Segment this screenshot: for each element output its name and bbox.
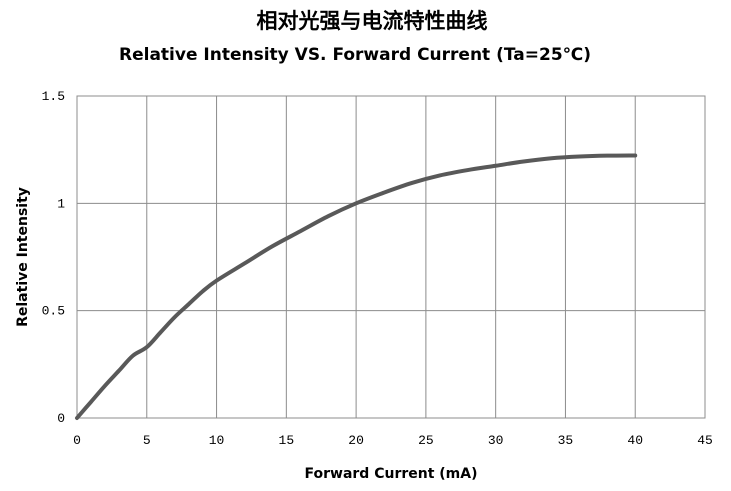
- x-tick-label: 45: [697, 433, 713, 448]
- chart-title: 相对光强与电流特性曲线: [257, 8, 488, 33]
- y-tick-label: 1.5: [42, 89, 65, 104]
- x-tick-label: 20: [348, 433, 364, 448]
- x-tick-labels: 0 5 10 15 20 25 30 35 40 45: [73, 433, 713, 448]
- series-line: [75, 153, 638, 420]
- y-tick-labels: 0 0.5 1 1.5: [42, 89, 66, 426]
- y-tick-label: 0: [57, 411, 65, 426]
- series-group: [75, 153, 638, 420]
- x-axis-label: Forward Current (mA): [305, 466, 478, 482]
- x-tick-label: 15: [279, 433, 295, 448]
- x-tick-label: 25: [418, 433, 434, 448]
- x-tick-label: 35: [558, 433, 574, 448]
- y-tick-label: 1: [57, 196, 65, 211]
- y-axis-label: Relative Intensity: [15, 187, 31, 327]
- grid-lines: [76, 95, 706, 419]
- plot-frame: [76, 95, 706, 419]
- x-tick-label: 40: [627, 433, 643, 448]
- y-tick-label: 0.5: [42, 304, 65, 319]
- x-tick-label: 10: [209, 433, 225, 448]
- x-tick-label: 5: [143, 433, 151, 448]
- x-tick-label: 30: [488, 433, 504, 448]
- x-tick-label: 0: [73, 433, 81, 448]
- chart-subtitle: Relative Intensity VS. Forward Current (…: [119, 45, 591, 65]
